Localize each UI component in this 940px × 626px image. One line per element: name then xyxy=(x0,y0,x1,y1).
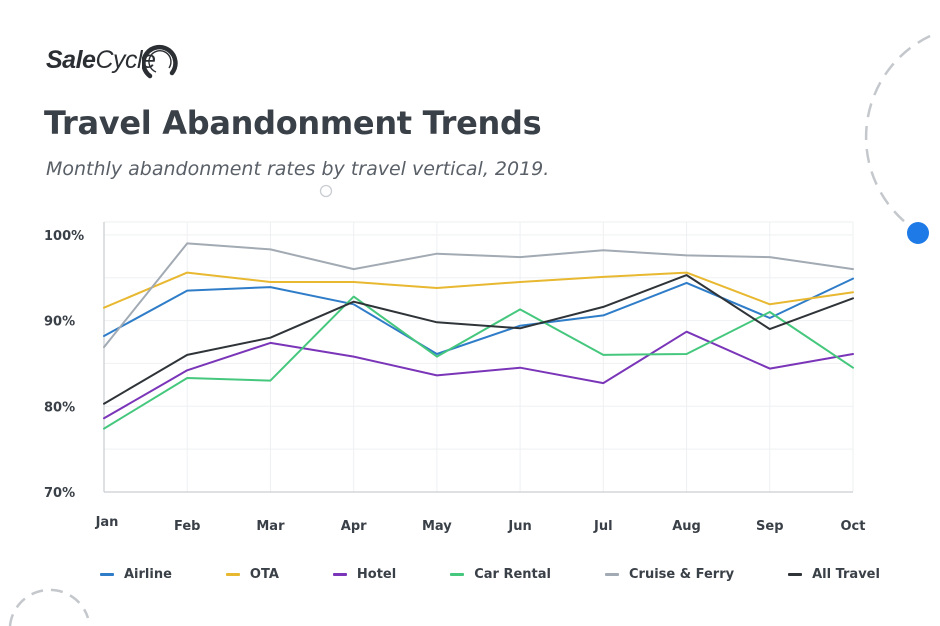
logo-text-regular: Cycle xyxy=(95,45,156,74)
x-tick-label: Jul xyxy=(593,519,613,534)
x-tick-label: May xyxy=(422,519,452,534)
salecycle-logo: Sale Cycle xyxy=(46,38,178,82)
tick-labels: 100% 90% 80% 70% Jan Feb Mar Apr May Jun Jul Aug Sep… xyxy=(44,229,865,534)
y-tick-label: 90% xyxy=(44,315,75,330)
legend-swatch xyxy=(225,572,240,576)
legend-item-airline: Airline xyxy=(100,567,172,582)
series-line-airline xyxy=(103,277,854,355)
legend-swatch xyxy=(450,572,465,576)
series-lines xyxy=(103,242,854,430)
legend-swatch xyxy=(788,572,803,576)
legend-swatch xyxy=(100,572,114,576)
axes xyxy=(103,222,853,493)
x-tick-label: Jan xyxy=(95,515,119,530)
page-title: Travel Abandonment Trends xyxy=(44,104,542,142)
legend-swatch xyxy=(332,572,347,576)
series-line-car-rental xyxy=(103,295,854,430)
series-line-all-travel xyxy=(103,274,854,405)
legend-label: Cruise & Ferry xyxy=(629,566,735,582)
y-tick-label: 80% xyxy=(44,400,75,415)
x-tick-label: Feb xyxy=(174,519,200,534)
x-tick-label: Oct xyxy=(841,519,866,534)
x-tick-label: Jun xyxy=(507,519,531,534)
x-tick-label: Sep xyxy=(756,519,784,534)
series-line-cruise-ferry xyxy=(103,242,854,349)
legend-label: OTA xyxy=(249,566,279,582)
grid-lines xyxy=(104,221,854,493)
x-tick-label: Mar xyxy=(256,519,285,534)
legend-item-all-travel: All Travel xyxy=(788,567,880,582)
x-tick-label: Aug xyxy=(672,519,701,534)
legend-item-hotel: Hotel xyxy=(332,566,397,582)
legend-label: Hotel xyxy=(356,566,397,582)
logo-ring-icon xyxy=(142,44,178,79)
legend-item-car-rental: Car Rental xyxy=(450,567,551,582)
logo-text-bold: Sale xyxy=(46,45,96,74)
legend-item-ota: OTA xyxy=(225,566,279,582)
y-tick-label: 100% xyxy=(44,229,84,244)
legend: Airline OTA Hotel Car Rental Cruise & Ferry A… xyxy=(100,563,880,585)
legend-swatch xyxy=(605,572,619,576)
legend-label: Airline xyxy=(124,566,172,582)
legend-item-cruise-ferry: Cruise & Ferry xyxy=(605,567,734,582)
series-line-hotel xyxy=(103,330,854,420)
x-tick-label: Apr xyxy=(341,519,367,534)
page-subtitle: Monthly abandonment rates by travel vert… xyxy=(46,158,550,180)
legend-label: Car Rental xyxy=(474,566,551,582)
legend-label: All Travel xyxy=(812,566,880,582)
series-line-ota xyxy=(103,271,854,309)
y-tick-label: 70% xyxy=(44,486,75,501)
